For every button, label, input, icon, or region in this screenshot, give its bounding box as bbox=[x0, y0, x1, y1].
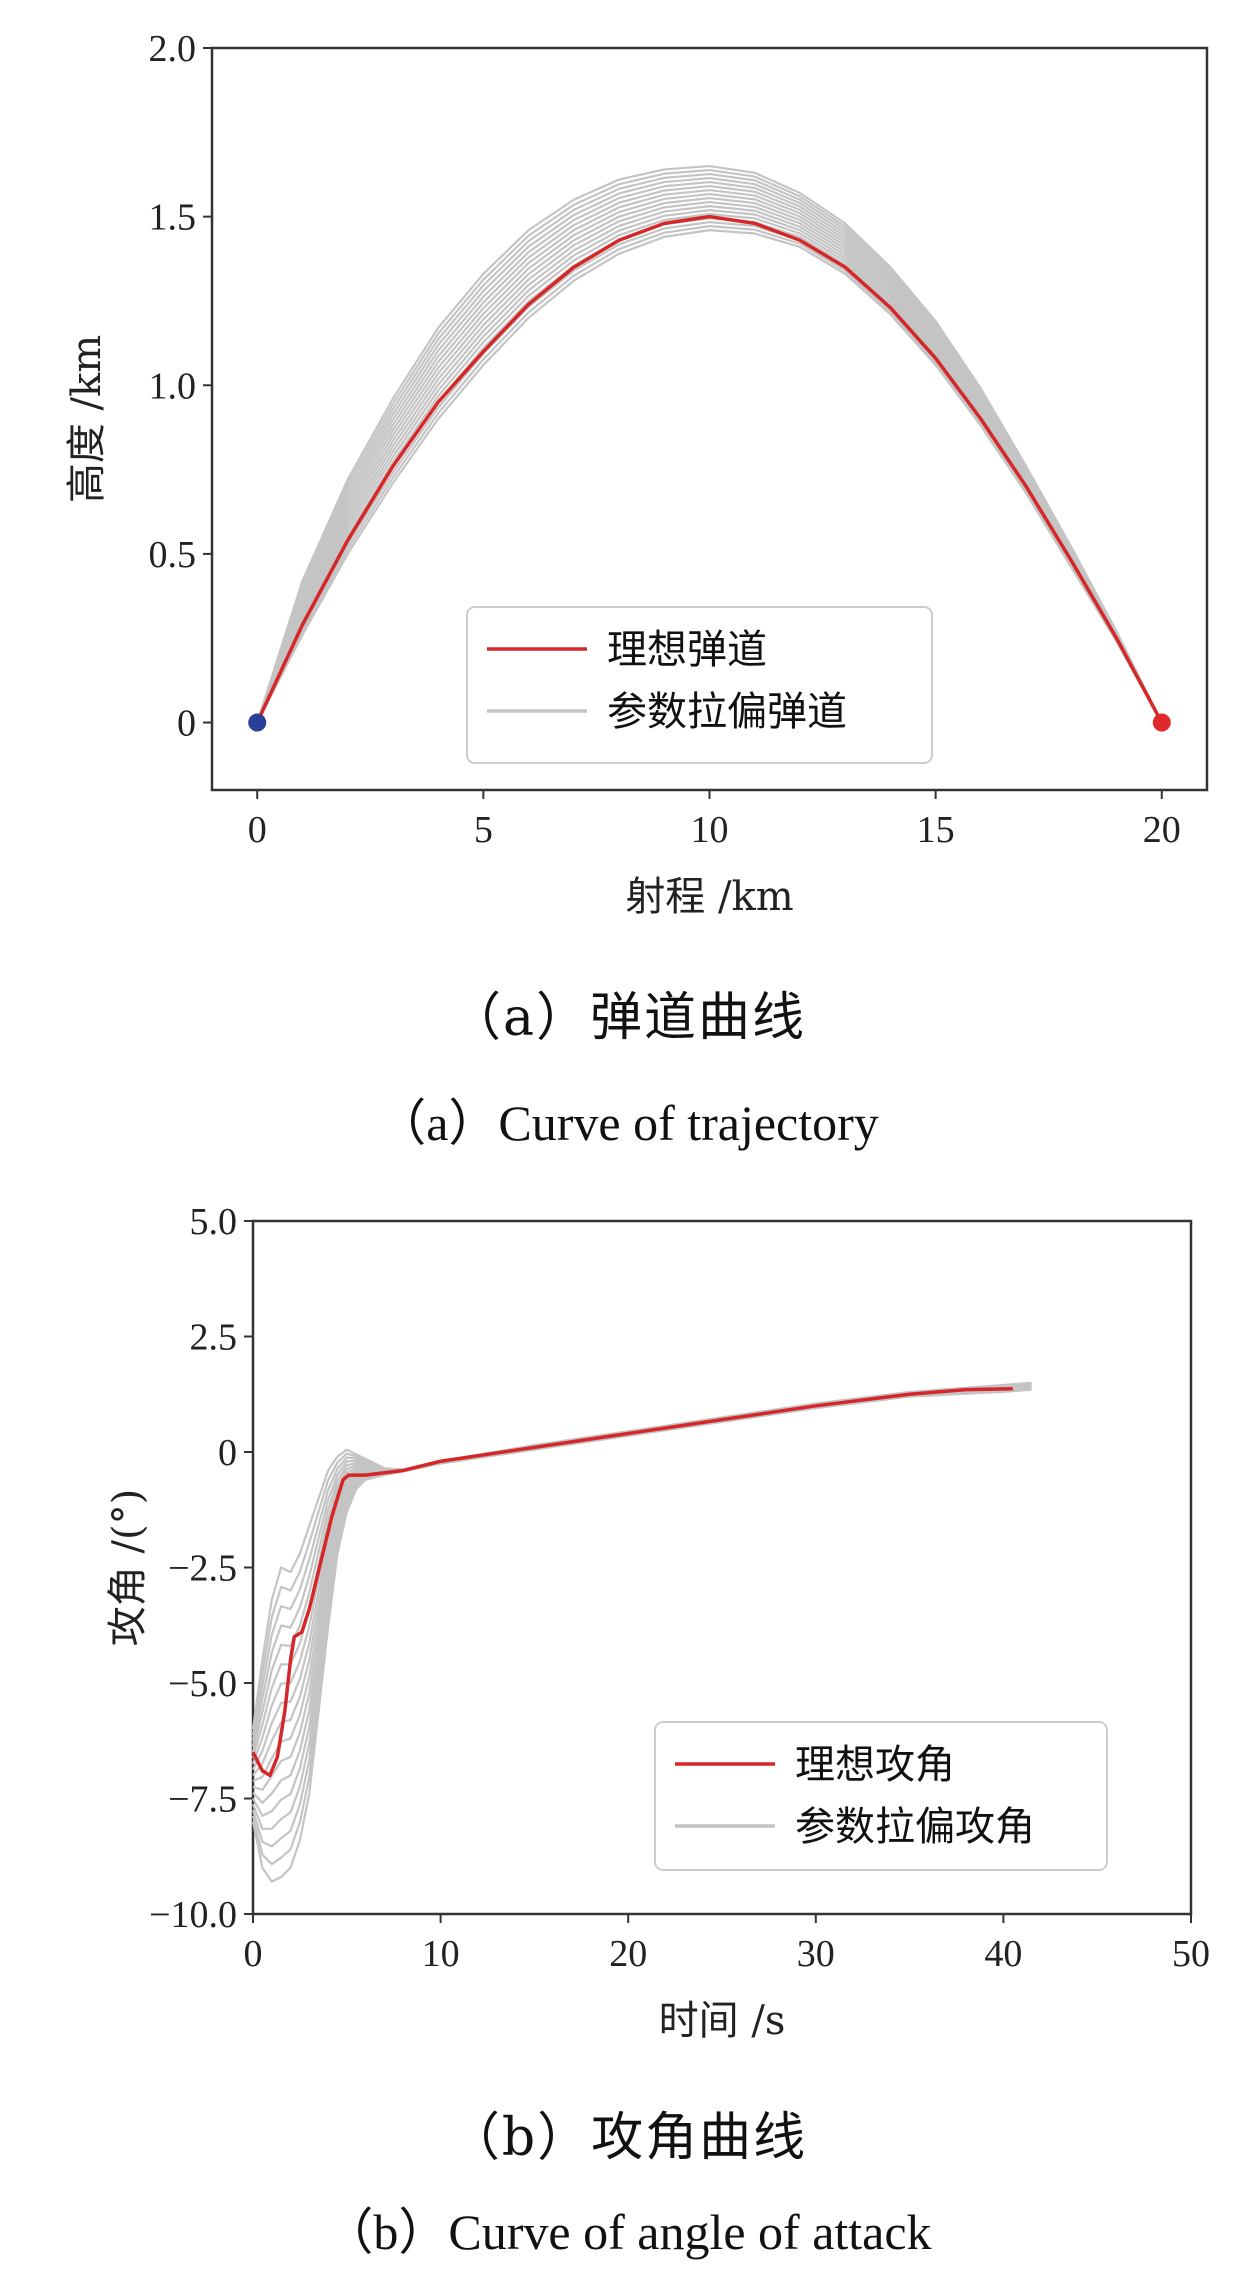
chart-b-caption-cn: （b）攻角曲线 bbox=[447, 2108, 808, 2168]
x-tick-label: 10 bbox=[422, 1933, 460, 1975]
deviation-curve bbox=[256, 164, 1163, 724]
legend-label-deviation: 参数拉偏弹道 bbox=[607, 689, 847, 735]
endpoint-marker bbox=[1152, 713, 1171, 732]
x-tick-label: 50 bbox=[1172, 1933, 1210, 1975]
ideal-curve bbox=[255, 214, 1164, 724]
y-tick-label: 0.5 bbox=[149, 534, 197, 576]
chart-a-caption-en: （a）Curve of trajectory bbox=[376, 1095, 879, 1151]
legend-box bbox=[654, 1721, 1108, 1871]
y-tick-label: −2.5 bbox=[168, 1548, 237, 1590]
x-tick-label: 20 bbox=[609, 1933, 647, 1975]
chart-a-caption-cn: （a）弹道曲线 bbox=[448, 988, 806, 1048]
x-axis-label: 时间 /s bbox=[659, 1998, 786, 2044]
y-tick-label: 0 bbox=[218, 1432, 237, 1474]
trajectory-chart: 0 5 10 15 20 0 0.5 1.0 1.5 2.0 射程 /km 高度 /km 理想弹道参数拉… bbox=[64, 28, 1209, 920]
y-tick-label: −5.0 bbox=[168, 1663, 237, 1705]
y-tick-label: 0 bbox=[177, 703, 196, 745]
legend-box bbox=[466, 606, 933, 764]
legend-label-ideal: 理想弹道 bbox=[607, 627, 767, 673]
y-tick-label: 1.0 bbox=[149, 365, 197, 407]
y-tick-label: 5.0 bbox=[190, 1201, 238, 1243]
ideal-curve bbox=[251, 1386, 1013, 1778]
x-tick-label: 0 bbox=[248, 809, 267, 851]
x-tick-label: 5 bbox=[474, 809, 493, 851]
legend-label-ideal: 理想攻角 bbox=[795, 1742, 955, 1788]
y-tick-label: −10.0 bbox=[149, 1894, 237, 1936]
legend-label-deviation: 参数拉偏攻角 bbox=[795, 1804, 1035, 1850]
y-tick-label: 2.5 bbox=[190, 1317, 238, 1359]
y-axis-label: 高度 /km bbox=[64, 335, 110, 503]
y-tick-label: 1.5 bbox=[149, 197, 197, 239]
x-tick-label: 20 bbox=[1143, 809, 1181, 851]
x-axis-label: 射程 /km bbox=[625, 874, 793, 920]
y-axis-label: 攻角 /(°) bbox=[105, 1489, 151, 1646]
x-tick-label: 40 bbox=[984, 1933, 1022, 1975]
y-tick-label: 2.0 bbox=[149, 28, 197, 70]
x-tick-label: 15 bbox=[917, 809, 955, 851]
x-tick-label: 10 bbox=[691, 809, 729, 851]
deviation-curve bbox=[251, 1381, 1032, 1730]
endpoint-marker bbox=[248, 713, 267, 732]
y-tick-label: −7.5 bbox=[168, 1779, 237, 1821]
x-tick-label: 30 bbox=[797, 1933, 835, 1975]
chart-b-caption-en: （b）Curve of angle of attack bbox=[323, 2204, 932, 2260]
x-tick-label: 0 bbox=[244, 1933, 263, 1975]
